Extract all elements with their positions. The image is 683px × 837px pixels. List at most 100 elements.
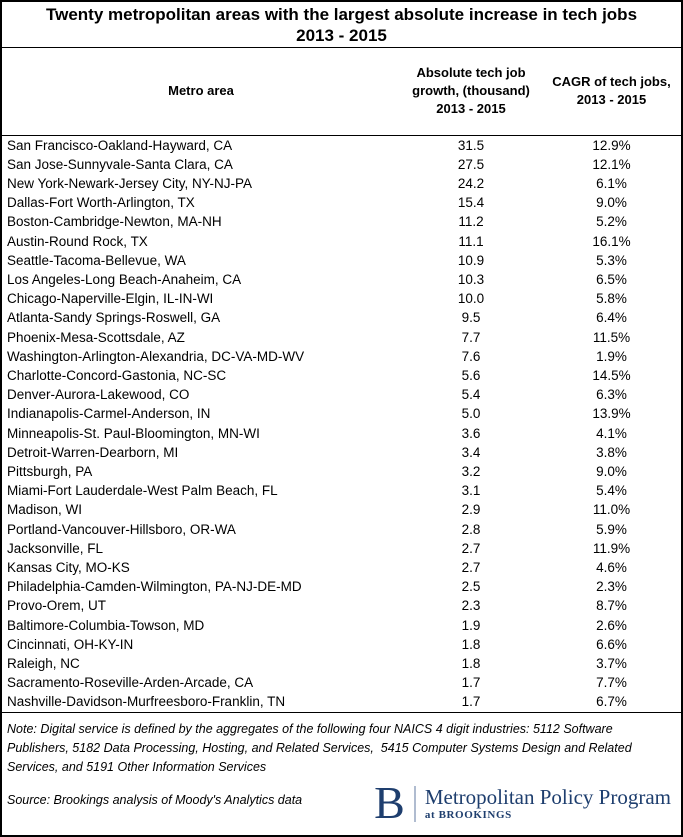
table-row: Cincinnati, OH-KY-IN 1.8 6.6% — [2, 635, 681, 654]
metro-area-cell: Detroit-Warren-Dearborn, MI — [7, 444, 179, 460]
metro-area-cell: Boston-Cambridge-Newton, MA-NH — [7, 214, 222, 230]
table-row: Pittsburgh, PA 3.2 9.0% — [2, 462, 681, 481]
growth-cell: 1.7 — [461, 675, 481, 691]
logo-text-block: Metropolitan Policy Program at BROOKINGS — [425, 785, 671, 821]
table-row: Denver-Aurora-Lakewood, CO 5.4 6.3% — [2, 385, 681, 404]
growth-cell: 5.0 — [461, 406, 481, 422]
logo-brookings-label: at BROOKINGS — [424, 808, 512, 821]
growth-cell: 11.1 — [458, 233, 484, 249]
column-header-cagr: CAGR of tech jobs, 2013 - 2015 — [542, 48, 681, 136]
metro-area-cell: Austin-Round Rock, TX — [7, 233, 148, 249]
metro-area-cell: Baltimore-Columbia-Towson, MD — [7, 617, 205, 633]
table-row: Baltimore-Columbia-Towson, MD 1.9 2.6% — [2, 616, 681, 635]
logo-divider — [413, 785, 416, 822]
growth-cell: 5.6 — [461, 367, 481, 383]
table-row: Minneapolis-St. Paul-Bloomington, MN-WI … — [2, 424, 681, 443]
metro-area-cell: Charlotte-Concord-Gastonia, NC-SC — [7, 367, 227, 383]
cagr-cell: 9.0% — [596, 195, 627, 211]
metro-area-cell: Kansas City, MO-KS — [7, 559, 130, 575]
cagr-cell: 11.0% — [592, 502, 631, 518]
column-header-growth: Absolute tech job growth, (thousand) 201… — [400, 48, 542, 136]
growth-cell: 7.6 — [461, 348, 481, 364]
table-row: Sacramento-Roseville-Arden-Arcade, CA 1.… — [2, 673, 681, 692]
metro-area-cell: Cincinnati, OH-KY-IN — [7, 636, 134, 652]
source-text: Source: Brookings analysis of Moody's An… — [7, 792, 303, 807]
table-row: Boston-Cambridge-Newton, MA-NH 11.2 5.2% — [2, 212, 681, 231]
table-row: Philadelphia-Camden-Wilmington, PA-NJ-DE… — [2, 577, 681, 596]
metro-area-cell: Nashville-Davidson-Murfreesboro-Franklin… — [2, 692, 400, 713]
table-row: Dallas-Fort Worth-Arlington, TX 15.4 9.0… — [2, 193, 681, 212]
cagr-cell: 11.5% — [592, 329, 631, 345]
figure-title: Twenty metropolitan areas with the large… — [2, 2, 681, 48]
table-row: Detroit-Warren-Dearborn, MI 3.4 3.8% — [2, 443, 681, 462]
cagr-cell: 6.5% — [596, 271, 627, 287]
metro-area-cell: San Jose-Sunnyvale-Santa Clara, CA — [7, 156, 233, 172]
cagr-cell: 11.9% — [592, 540, 631, 556]
growth-cell: 1.7 — [400, 692, 542, 713]
growth-cell: 24.2 — [457, 175, 485, 191]
cagr-cell: 1.9% — [596, 348, 627, 364]
table-row: Los Angeles-Long Beach-Anaheim, CA 10.3 … — [2, 270, 681, 289]
metro-area-cell: Denver-Aurora-Lakewood, CO — [7, 387, 190, 403]
growth-cell: 9.5 — [461, 310, 481, 326]
growth-cell: 3.6 — [461, 425, 481, 441]
growth-cell: 11.2 — [458, 214, 484, 230]
header-row: Metro area Absolute tech job growth, (th… — [2, 48, 681, 136]
growth-cell: 27.5 — [457, 156, 485, 172]
note-text: Note: Digital service is defined by the … — [7, 721, 632, 774]
cagr-cell: 5.9% — [596, 521, 627, 537]
growth-cell: 7.7 — [461, 329, 481, 345]
growth-cell: 10.0 — [457, 291, 485, 307]
table-row: Provo-Orem, UT 2.3 8.7% — [2, 596, 681, 615]
growth-cell: 3.1 — [461, 483, 481, 499]
metro-area-cell: Jacksonville, FL — [7, 540, 104, 556]
cagr-cell: 4.1% — [596, 425, 627, 441]
cagr-cell: 2.3% — [596, 579, 627, 595]
metro-area-cell: Madison, WI — [7, 502, 83, 518]
table-row: Raleigh, NC 1.8 3.7% — [2, 654, 681, 673]
table-row: Charlotte-Concord-Gastonia, NC-SC 5.6 14… — [2, 366, 681, 385]
table-row: Jacksonville, FL 2.7 11.9% — [2, 539, 681, 558]
table-row: Miami-Fort Lauderdale-West Palm Beach, F… — [2, 481, 681, 500]
growth-cell: 2.7 — [461, 559, 481, 575]
growth-cell: 2.3 — [461, 598, 481, 614]
table-row: Nashville-Davidson-Murfreesboro-Franklin… — [2, 692, 681, 713]
table-row: Chicago-Naperville-Elgin, IL-IN-WI 10.0 … — [2, 289, 681, 308]
logo-program-name: Metropolitan Policy Program — [424, 784, 671, 809]
table-row: Indianapolis-Carmel-Anderson, IN 5.0 13.… — [2, 404, 681, 423]
growth-cell: 1.8 — [461, 655, 481, 671]
cagr-cell: 5.3% — [596, 252, 627, 268]
source-row: Source: Brookings analysis of Moody's An… — [7, 779, 673, 825]
cagr-cell: 4.6% — [596, 559, 627, 575]
cagr-cell: 6.7% — [542, 692, 681, 713]
column-header-metro-area: Metro area — [2, 48, 400, 136]
metro-area-cell: Dallas-Fort Worth-Arlington, TX — [7, 195, 195, 211]
table-row: Portland-Vancouver-Hillsboro, OR-WA 2.8 … — [2, 520, 681, 539]
metro-area-cell: Portland-Vancouver-Hillsboro, OR-WA — [7, 521, 236, 537]
cagr-cell: 7.7% — [596, 675, 627, 691]
cagr-cell: 6.3% — [596, 387, 627, 403]
growth-cell: 5.4 — [461, 387, 481, 403]
table-row: San Francisco-Oakland-Hayward, CA 31.5 1… — [2, 135, 681, 155]
metro-area-cell: Indianapolis-Carmel-Anderson, IN — [7, 406, 211, 422]
growth-cell: 2.7 — [461, 540, 481, 556]
metro-area-cell: Los Angeles-Long Beach-Anaheim, CA — [7, 271, 242, 287]
growth-cell: 1.8 — [461, 636, 481, 652]
figure-footer: Note: Digital service is defined by the … — [2, 713, 681, 826]
growth-cell: 3.4 — [461, 444, 481, 460]
metro-area-cell: New York-Newark-Jersey City, NY-NJ-PA — [7, 175, 253, 191]
metro-area-cell: Seattle-Tacoma-Bellevue, WA — [7, 252, 186, 268]
growth-cell: 15.4 — [457, 195, 485, 211]
table-row: New York-Newark-Jersey City, NY-NJ-PA 24… — [2, 174, 681, 193]
table-row: Kansas City, MO-KS 2.7 4.6% — [2, 558, 681, 577]
table-header: Metro area Absolute tech job growth, (th… — [2, 48, 681, 136]
table-row: Washington-Arlington-Alexandria, DC-VA-M… — [2, 347, 681, 366]
metro-area-cell: Minneapolis-St. Paul-Bloomington, MN-WI — [7, 425, 260, 441]
table-body: San Francisco-Oakland-Hayward, CA 31.5 1… — [2, 135, 681, 713]
cagr-cell: 12.9% — [592, 137, 631, 153]
metro-area-cell: Chicago-Naperville-Elgin, IL-IN-WI — [7, 291, 214, 307]
metro-area-cell: San Francisco-Oakland-Hayward, CA — [7, 137, 233, 153]
growth-cell: 2.9 — [461, 502, 481, 518]
growth-cell: 1.9 — [461, 617, 481, 633]
